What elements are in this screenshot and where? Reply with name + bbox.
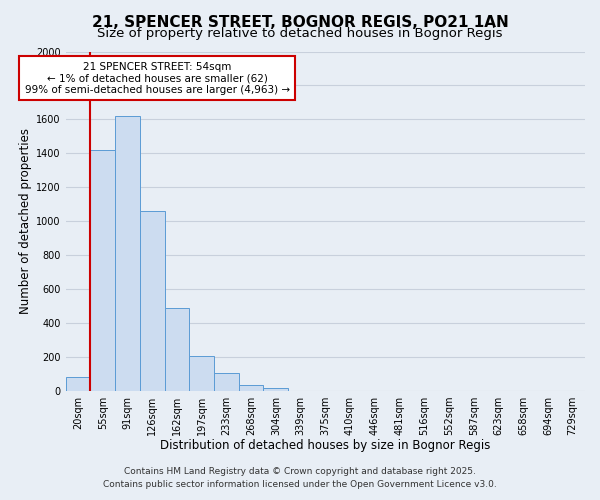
Bar xyxy=(164,308,189,391)
Bar xyxy=(263,388,288,391)
Text: Size of property relative to detached houses in Bognor Regis: Size of property relative to detached ho… xyxy=(97,28,503,40)
Text: Contains HM Land Registry data © Crown copyright and database right 2025.
Contai: Contains HM Land Registry data © Crown c… xyxy=(103,468,497,489)
Bar xyxy=(140,211,164,391)
Bar xyxy=(189,356,214,391)
Bar xyxy=(91,150,115,391)
X-axis label: Distribution of detached houses by size in Bognor Regis: Distribution of detached houses by size … xyxy=(160,440,491,452)
Text: 21 SPENCER STREET: 54sqm
← 1% of detached houses are smaller (62)
99% of semi-de: 21 SPENCER STREET: 54sqm ← 1% of detache… xyxy=(25,62,290,95)
Y-axis label: Number of detached properties: Number of detached properties xyxy=(19,128,32,314)
Bar xyxy=(214,372,239,391)
Bar xyxy=(115,116,140,391)
Text: 21, SPENCER STREET, BOGNOR REGIS, PO21 1AN: 21, SPENCER STREET, BOGNOR REGIS, PO21 1… xyxy=(92,15,508,30)
Bar xyxy=(65,378,91,391)
Bar xyxy=(239,384,263,391)
